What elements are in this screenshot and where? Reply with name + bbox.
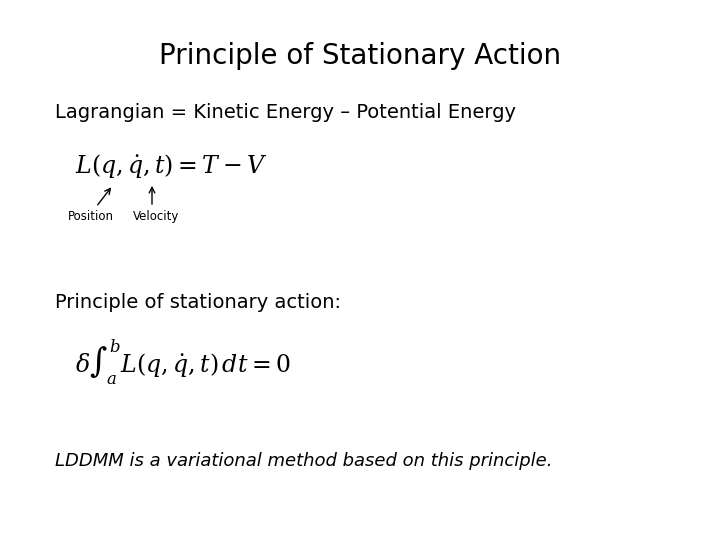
- Text: $\delta\int_a^b L(q,\dot{q},t)\,dt = 0$: $\delta\int_a^b L(q,\dot{q},t)\,dt = 0$: [75, 338, 291, 387]
- Text: Principle of Stationary Action: Principle of Stationary Action: [159, 42, 561, 70]
- Text: $L(q,\dot{q},t) = T - V$: $L(q,\dot{q},t) = T - V$: [75, 152, 268, 180]
- Text: Position: Position: [68, 210, 114, 223]
- Text: Lagrangian = Kinetic Energy – Potential Energy: Lagrangian = Kinetic Energy – Potential …: [55, 103, 516, 122]
- Text: Principle of stationary action:: Principle of stationary action:: [55, 293, 341, 312]
- Text: LDDMM is a variational method based on this principle.: LDDMM is a variational method based on t…: [55, 452, 552, 470]
- Text: Velocity: Velocity: [133, 210, 179, 223]
